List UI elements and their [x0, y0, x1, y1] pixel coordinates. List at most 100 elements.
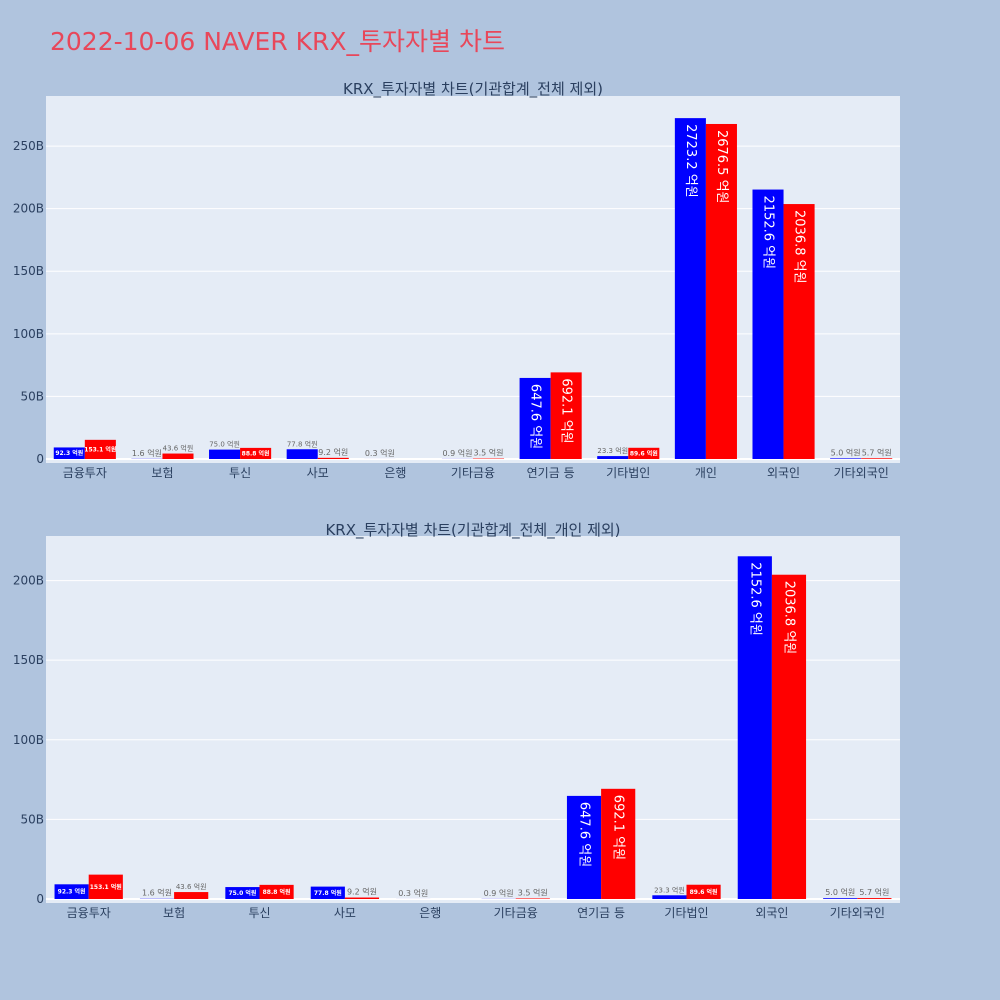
data-label: 153.1 억원 [84, 445, 116, 453]
data-label: 89.6 억원 [690, 888, 718, 896]
data-label: 75.0 억원 [228, 889, 256, 897]
x-tick-label: 투신 [248, 906, 270, 920]
data-label: 1.6 억원 [142, 888, 172, 898]
page-title: 2022-10-06 NAVER KRX_투자자별 차트 [50, 27, 505, 56]
data-label: 0.3 억원 [398, 888, 428, 898]
x-tick-label: 보험 [163, 906, 185, 920]
x-tick-label: 기타금융 [451, 466, 495, 480]
bar [830, 458, 862, 459]
data-label: 2152.6 억원 [761, 196, 776, 270]
data-label: 9.2 억원 [347, 887, 377, 897]
data-label: 2036.8 억원 [781, 581, 796, 655]
bar [209, 449, 241, 459]
data-label: 692.1 억원 [611, 795, 626, 860]
data-label: 88.8 억원 [263, 888, 291, 896]
x-tick-label: 은행 [384, 465, 406, 480]
data-label: 647.6 억원 [577, 802, 592, 867]
bar [310, 886, 345, 899]
bar [674, 118, 706, 459]
bar [752, 189, 784, 459]
bar [515, 898, 550, 899]
bar [84, 439, 116, 459]
x-tick-label: 보험 [151, 466, 173, 480]
data-label: 0.3 억원 [365, 448, 395, 458]
chart-2: 0 50B 100B 150B 200B KRX_투자자별 차트(기관합계_전체_개인 제… [13, 521, 900, 920]
data-label: 2723.2 억원 [683, 124, 698, 198]
bar [240, 447, 272, 459]
chart-title: KRX_투자자별 차트(기관합계_전체 제외) [343, 80, 603, 99]
bar [705, 123, 737, 459]
data-label: 92.3 억원 [58, 888, 86, 896]
data-label: 43.6 억원 [163, 444, 194, 453]
bar [286, 449, 318, 459]
bar [53, 447, 85, 459]
data-label: 92.3 억원 [55, 449, 83, 457]
y-tick-label: 150B [13, 653, 44, 667]
bar [823, 898, 858, 899]
y-tick-label: 100B [13, 327, 44, 341]
y-tick-label: 150B [13, 264, 44, 278]
x-tick-label: 연기금 등 [527, 466, 575, 480]
x-tick-label: 금융투자 [67, 906, 111, 920]
x-tick-label: 투신 [229, 466, 251, 480]
x-tick-label: 외국인 [755, 906, 788, 920]
data-label: 75.0 억원 [209, 440, 240, 449]
y-tick-label: 50B [20, 812, 44, 826]
bar [783, 204, 815, 459]
data-label: 5.7 억원 [862, 447, 892, 457]
y-tick-label: 200B [13, 574, 44, 588]
x-tick-label: 사모 [307, 466, 329, 480]
data-label: 692.1 억원 [559, 378, 574, 443]
data-label: 23.3 억원 [597, 446, 628, 455]
bar [225, 887, 260, 899]
data-label: 77.8 억원 [287, 439, 318, 448]
data-label: 23.3 억원 [654, 885, 685, 894]
bar [566, 795, 602, 899]
bar [519, 377, 551, 459]
data-label: 77.8 억원 [314, 889, 342, 897]
y-tick-label: 200B [13, 202, 44, 216]
y-tick-label: 100B [13, 733, 44, 747]
bar [771, 574, 807, 899]
bar [737, 556, 772, 899]
data-label: 89.6 억원 [630, 449, 658, 457]
x-tick-label: 사모 [334, 906, 356, 920]
bar [344, 897, 380, 899]
x-tick-label: 기타금융 [494, 906, 538, 920]
data-label: 43.6 억원 [176, 882, 207, 891]
bar [54, 884, 89, 899]
data-label: 5.7 억원 [859, 887, 889, 897]
y-tick-label: 0 [36, 452, 44, 466]
x-tick-label: 금융투자 [63, 466, 107, 480]
bar [686, 884, 721, 899]
x-tick-label: 기타외국인 [830, 906, 885, 920]
bar [857, 898, 892, 899]
data-label: 2152.6 억원 [747, 562, 762, 636]
chart-title: KRX_투자자별 차트(기관합계_전체_개인 제외) [325, 521, 620, 540]
data-label: 3.5 억원 [518, 887, 548, 897]
data-label: 153.1 억원 [90, 883, 122, 891]
y-tick-label: 0 [36, 892, 44, 906]
bar [861, 458, 893, 459]
bar [174, 892, 209, 899]
x-tick-label: 기타외국인 [834, 466, 889, 480]
bar [652, 895, 687, 899]
data-label: 9.2 억원 [318, 447, 348, 457]
bar [601, 788, 636, 899]
data-label: 647.6 억원 [528, 384, 543, 449]
bar [550, 372, 582, 459]
x-tick-label: 은행 [419, 905, 441, 920]
x-tick-label: 개인 [695, 466, 717, 480]
data-label: 0.9 억원 [442, 448, 472, 458]
data-label: 88.8 억원 [242, 449, 270, 457]
data-label: 2676.5 억원 [714, 130, 729, 204]
data-label: 0.9 억원 [484, 888, 514, 898]
data-label: 5.0 억원 [825, 887, 855, 897]
y-tick-label: 50B [20, 389, 44, 403]
data-label: 3.5 억원 [474, 448, 504, 458]
bar [162, 453, 194, 459]
data-label: 5.0 억원 [831, 447, 861, 457]
chart-1: 0 50B 100B 150B 200B 250B KRX_투자자별 차트(기관합계_전체 … [13, 80, 900, 480]
data-label: 2036.8 억원 [792, 210, 807, 284]
